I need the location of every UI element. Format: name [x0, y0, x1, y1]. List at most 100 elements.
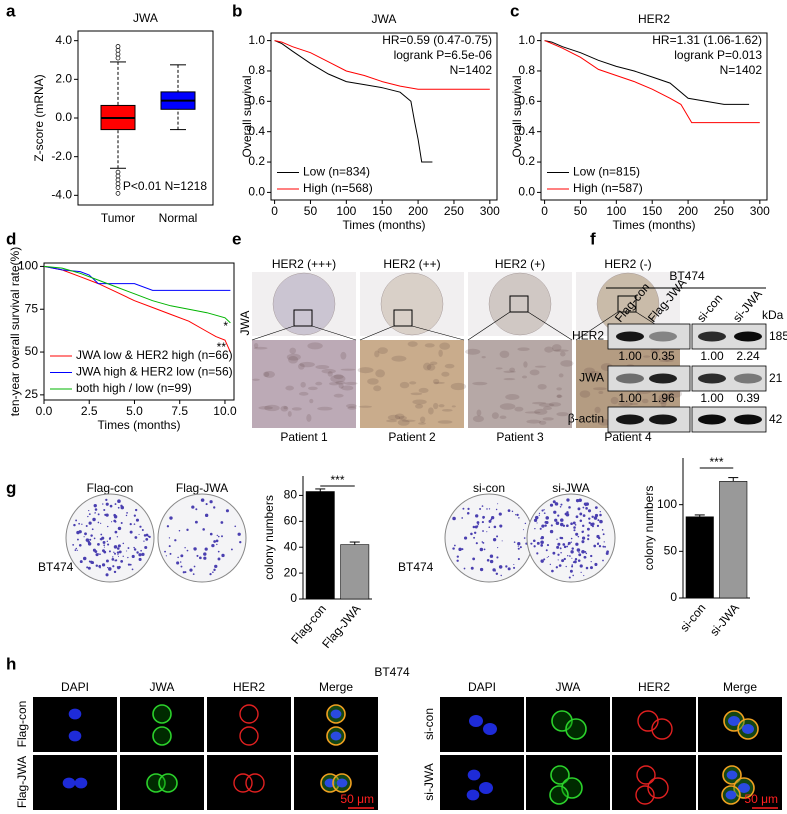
ihc-texture: [373, 385, 382, 392]
colony: [593, 516, 598, 520]
ihc-texture: [298, 391, 309, 396]
colony: [193, 547, 195, 550]
colony: [517, 545, 519, 547]
y-axis-label: Overall survival: [240, 75, 254, 157]
colony: [540, 559, 544, 563]
x-tick-label: 50: [304, 204, 318, 218]
colony: [602, 559, 604, 562]
colony: [100, 522, 102, 524]
colony: [95, 564, 99, 567]
ihc-texture: [410, 392, 423, 396]
colony: [601, 529, 604, 531]
colony: [127, 556, 129, 559]
ihc-texture: [505, 393, 520, 400]
patient-label: Patient 2: [388, 430, 436, 444]
y-tick-label: 0.0: [248, 185, 265, 199]
blot-row-label: HER2: [572, 329, 604, 343]
cell-stain: [233, 773, 253, 793]
ihc-texture: [441, 371, 450, 377]
panel-label: c: [510, 1, 519, 20]
colony: [563, 545, 567, 549]
x-tick-label: 300: [480, 204, 500, 218]
colony: [129, 530, 133, 534]
colony: [555, 521, 560, 526]
colony: [605, 551, 609, 555]
colony: [579, 512, 583, 516]
colony: [545, 525, 547, 527]
x-tick-label: 0.0: [36, 404, 53, 418]
colony: [489, 554, 494, 558]
colony: [594, 562, 598, 566]
ihc-texture: [650, 348, 660, 354]
colony: [117, 506, 120, 509]
colony: [82, 556, 87, 561]
colony: [538, 514, 540, 516]
colony: [568, 576, 571, 579]
colony: [570, 541, 572, 543]
micrograph: [526, 755, 610, 810]
colony: [596, 534, 600, 539]
colony: [584, 556, 587, 559]
colony: [584, 550, 587, 553]
colony: [114, 552, 116, 555]
colony: [581, 550, 585, 554]
condition-label: si-JWA: [422, 763, 436, 801]
colony: [90, 560, 93, 563]
ihc-texture: [357, 367, 374, 374]
legend-label: Low (n=834): [303, 165, 370, 179]
legend-label: both high / low (n=99): [76, 381, 192, 395]
colony: [554, 518, 558, 522]
colony: [97, 521, 100, 524]
colony: [114, 530, 118, 534]
colony: [538, 512, 541, 515]
cell-line: BT474: [669, 269, 705, 283]
colony: [461, 517, 464, 519]
colony: [213, 540, 216, 543]
colony: [497, 547, 499, 549]
colony: [143, 540, 145, 542]
colony: [552, 500, 556, 504]
ihc-texture: [401, 419, 416, 423]
colony: [470, 532, 473, 536]
colony: [488, 526, 491, 529]
colony: [571, 564, 574, 566]
tma-core: [380, 272, 444, 336]
zoom-line: [575, 311, 619, 341]
colony: [76, 549, 78, 551]
x-axis-label: Times (months): [613, 218, 696, 232]
ihc-texture: [285, 385, 294, 391]
colony: [135, 518, 139, 522]
ihc-texture: [491, 412, 499, 420]
colony: [568, 506, 571, 509]
colony: [473, 531, 477, 534]
colony: [572, 521, 576, 525]
colony: [590, 554, 593, 558]
colony: [466, 511, 470, 515]
ihc-magnified: [252, 340, 356, 428]
plate-label: Flag-JWA: [176, 481, 228, 495]
y-tick-label: 0: [290, 591, 297, 605]
colony: [196, 554, 199, 557]
x-tick-label: 200: [678, 204, 698, 218]
y-tick-label: 80: [284, 488, 298, 502]
colony: [94, 508, 98, 511]
ihc-texture: [663, 354, 671, 362]
ihc-texture: [529, 369, 540, 376]
ihc-texture: [560, 360, 574, 367]
zoom-box: [393, 309, 413, 327]
colony: [215, 539, 219, 543]
colony: [570, 550, 574, 554]
colony: [533, 545, 536, 548]
band: [698, 414, 726, 425]
colony: [203, 556, 207, 560]
colony: [602, 545, 605, 548]
colony: [113, 570, 117, 574]
ihc-header: HER2 (++): [383, 257, 440, 271]
colony: [482, 517, 485, 519]
ihc-texture: [514, 406, 524, 412]
colony: [97, 542, 100, 546]
ihc-texture: [412, 399, 427, 405]
colony: [189, 568, 193, 572]
ihc-texture: [341, 385, 354, 391]
colony: [117, 544, 121, 548]
